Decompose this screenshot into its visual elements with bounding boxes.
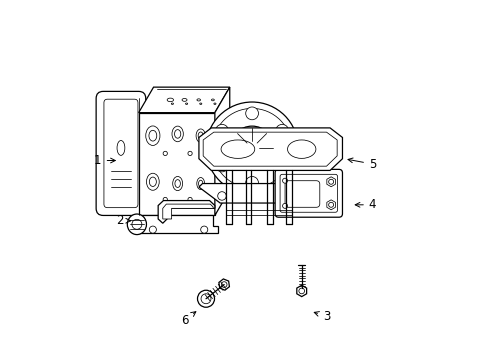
Text: 1: 1	[94, 154, 115, 167]
Circle shape	[278, 192, 287, 200]
Circle shape	[188, 197, 192, 202]
Circle shape	[221, 282, 227, 287]
FancyBboxPatch shape	[104, 99, 138, 208]
Ellipse shape	[200, 103, 202, 104]
Polygon shape	[163, 204, 213, 219]
Ellipse shape	[220, 169, 224, 176]
Ellipse shape	[172, 103, 173, 104]
Ellipse shape	[167, 98, 173, 102]
Polygon shape	[139, 87, 230, 113]
Polygon shape	[327, 177, 336, 187]
Ellipse shape	[117, 140, 125, 156]
Circle shape	[329, 202, 334, 207]
Polygon shape	[215, 87, 230, 215]
Ellipse shape	[175, 180, 180, 188]
Ellipse shape	[288, 140, 316, 158]
Polygon shape	[327, 200, 336, 210]
Ellipse shape	[212, 99, 214, 101]
Circle shape	[283, 203, 288, 208]
Ellipse shape	[172, 176, 183, 191]
Circle shape	[230, 126, 274, 170]
Ellipse shape	[186, 103, 188, 104]
Polygon shape	[135, 215, 219, 233]
Ellipse shape	[197, 99, 200, 101]
Circle shape	[283, 178, 288, 183]
Ellipse shape	[182, 99, 187, 101]
Text: 5: 5	[348, 158, 376, 171]
Circle shape	[163, 151, 168, 156]
Text: 3: 3	[314, 310, 330, 323]
Ellipse shape	[214, 103, 216, 104]
Ellipse shape	[146, 126, 160, 145]
FancyBboxPatch shape	[285, 181, 320, 207]
Circle shape	[216, 124, 228, 137]
Polygon shape	[203, 132, 337, 166]
Ellipse shape	[127, 214, 147, 235]
Polygon shape	[297, 285, 307, 297]
Circle shape	[240, 136, 264, 160]
Ellipse shape	[149, 130, 157, 141]
Circle shape	[276, 159, 289, 172]
Polygon shape	[219, 279, 229, 290]
Circle shape	[299, 288, 305, 294]
Circle shape	[218, 192, 226, 200]
FancyBboxPatch shape	[96, 91, 146, 215]
Circle shape	[216, 159, 228, 172]
Circle shape	[201, 294, 211, 304]
Circle shape	[206, 102, 298, 194]
Circle shape	[245, 107, 258, 120]
Circle shape	[197, 290, 215, 307]
Ellipse shape	[149, 177, 156, 186]
Circle shape	[329, 179, 334, 184]
Text: 4: 4	[355, 198, 376, 211]
Ellipse shape	[197, 177, 205, 190]
Circle shape	[245, 176, 258, 189]
Text: 2: 2	[117, 214, 130, 227]
Circle shape	[245, 142, 258, 154]
Ellipse shape	[174, 130, 181, 138]
Ellipse shape	[220, 176, 224, 183]
Ellipse shape	[196, 129, 205, 143]
Circle shape	[212, 108, 292, 188]
Ellipse shape	[220, 162, 224, 168]
Ellipse shape	[198, 180, 203, 187]
Ellipse shape	[147, 173, 159, 190]
Bar	[139, 113, 215, 215]
Polygon shape	[199, 128, 343, 170]
Circle shape	[201, 226, 208, 233]
FancyBboxPatch shape	[275, 169, 343, 217]
Text: 6: 6	[181, 312, 196, 327]
FancyBboxPatch shape	[280, 174, 338, 212]
Circle shape	[149, 226, 156, 233]
Polygon shape	[199, 184, 305, 203]
Ellipse shape	[198, 132, 203, 139]
Circle shape	[132, 219, 142, 229]
Ellipse shape	[172, 126, 183, 142]
Polygon shape	[158, 201, 215, 223]
Circle shape	[188, 151, 192, 156]
Ellipse shape	[221, 140, 255, 158]
Circle shape	[276, 124, 289, 137]
Circle shape	[163, 197, 168, 202]
